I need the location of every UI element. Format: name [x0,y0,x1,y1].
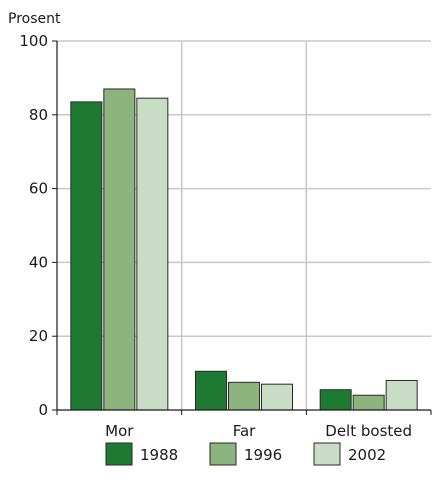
x-tick-label: Mor [105,422,134,440]
bar-1996-delt-bosted [352,394,385,411]
bar-2002-delt-bosted [385,379,418,411]
y-tick-label: 100 [19,32,48,50]
axes: 0 20 40 60 80 100 Mor Far Delt bosted [19,32,432,440]
bar-1996-mor [103,88,136,411]
bar-1996-far [228,381,260,411]
y-tick-label: 0 [38,401,48,419]
y-axis-unit-label: Prosent [8,11,61,27]
bar-1988-delt-bosted [319,389,352,411]
bar-1988-mor [70,101,103,411]
bars [70,88,418,411]
x-tick-label: Delt bosted [325,422,412,440]
legend: 1988 1996 2002 [105,442,386,466]
legend-label-2002: 2002 [348,446,386,464]
y-tick-label: 60 [29,180,48,198]
y-tick-label: 80 [29,106,48,124]
legend-swatch-2002 [313,442,341,466]
legend-swatch-1996 [209,442,237,466]
y-tick-label: 20 [29,327,48,345]
legend-label-1988: 1988 [140,446,178,464]
legend-swatch-1988 [105,442,133,466]
legend-label-1996: 1996 [244,446,282,464]
bar-1988-far [195,370,227,411]
bar-2002-far [261,383,293,411]
y-tick-label: 40 [29,253,48,271]
x-tick-label: Far [233,422,256,440]
bar-2002-mor [136,97,169,411]
